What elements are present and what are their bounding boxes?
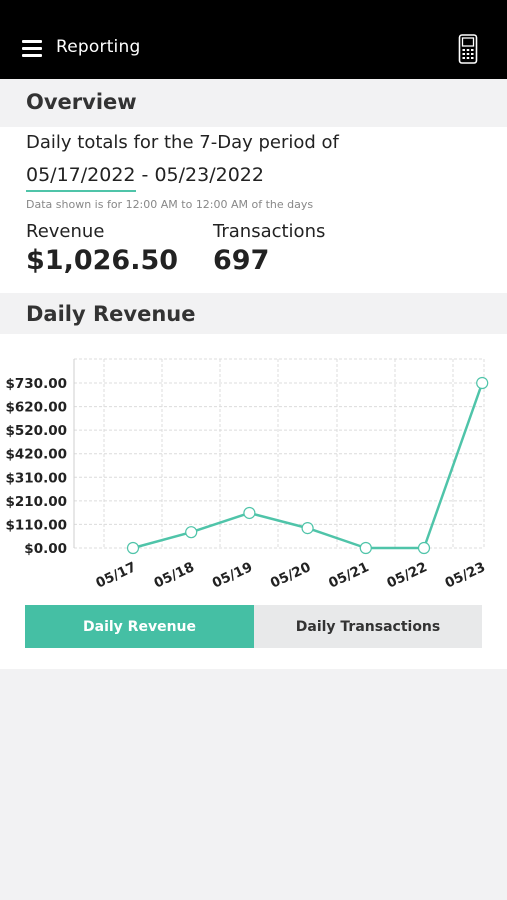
data-point — [359, 541, 372, 555]
y-tick-label: $520.00 — [6, 423, 68, 439]
x-tick-label: 05/18 — [152, 559, 197, 591]
y-tick-label: $210.00 — [6, 494, 68, 510]
data-point — [243, 506, 256, 520]
x-tick-label: 05/17 — [93, 559, 138, 591]
revenue-value: $1,026.50 — [26, 245, 179, 276]
revenue-label: Revenue — [26, 221, 105, 242]
x-tick-label: 05/21 — [326, 559, 371, 591]
date-separator: - — [135, 164, 155, 186]
y-tick-label: $110.00 — [6, 517, 68, 533]
data-point — [476, 376, 489, 390]
time-range-note: Data shown is for 12:00 AM to 12:00 AM o… — [26, 198, 314, 211]
y-tick-label: $310.00 — [6, 470, 68, 486]
data-point — [417, 541, 431, 555]
data-point — [185, 526, 198, 539]
end-date: 05/23/2022 — [154, 164, 264, 186]
y-tick-label: $0.00 — [24, 541, 67, 557]
data-point — [301, 522, 314, 535]
overview-heading: Overview — [26, 90, 137, 114]
date-range: 05/17/2022 - 05/23/2022 — [26, 164, 264, 186]
tab-daily-revenue[interactable]: Daily Revenue — [25, 605, 254, 648]
tab-daily-transactions[interactable]: Daily Transactions — [254, 605, 482, 648]
period-label: Daily totals for the 7-Day period of — [26, 132, 339, 153]
daily-revenue-header: Daily Revenue — [0, 293, 507, 334]
y-tick-label: $620.00 — [6, 400, 68, 416]
overview-header: Overview — [0, 79, 507, 127]
start-date-picker[interactable]: 05/17/2022 — [26, 164, 136, 186]
overview-card: Daily totals for the 7-Day period of 05/… — [0, 127, 507, 293]
x-tick-label: 05/20 — [268, 559, 313, 591]
data-point — [126, 541, 140, 555]
x-tick-label: 05/23 — [443, 559, 488, 591]
transactions-value: 697 — [213, 245, 270, 276]
app-title: Reporting — [56, 37, 141, 57]
transactions-label: Transactions — [213, 221, 326, 242]
top-app-bar: Reporting — [0, 0, 507, 79]
x-tick-label: 05/22 — [384, 559, 429, 591]
chart-card: $730.00 $620.00 $520.00 $420.00 $310.00 $210.… — [0, 334, 507, 669]
daily-revenue-heading: Daily Revenue — [26, 302, 196, 326]
hamburger-menu-icon[interactable] — [22, 40, 42, 58]
card-terminal-icon[interactable] — [458, 34, 478, 64]
x-tick-label: 05/19 — [210, 559, 255, 591]
y-tick-label: $730.00 — [6, 376, 68, 392]
daily-revenue-chart: $730.00 $620.00 $520.00 $420.00 $310.00 $210.… — [6, 358, 489, 592]
y-tick-label: $420.00 — [6, 447, 68, 463]
chart-tabs: Daily Revenue Daily Transactions — [25, 605, 482, 648]
